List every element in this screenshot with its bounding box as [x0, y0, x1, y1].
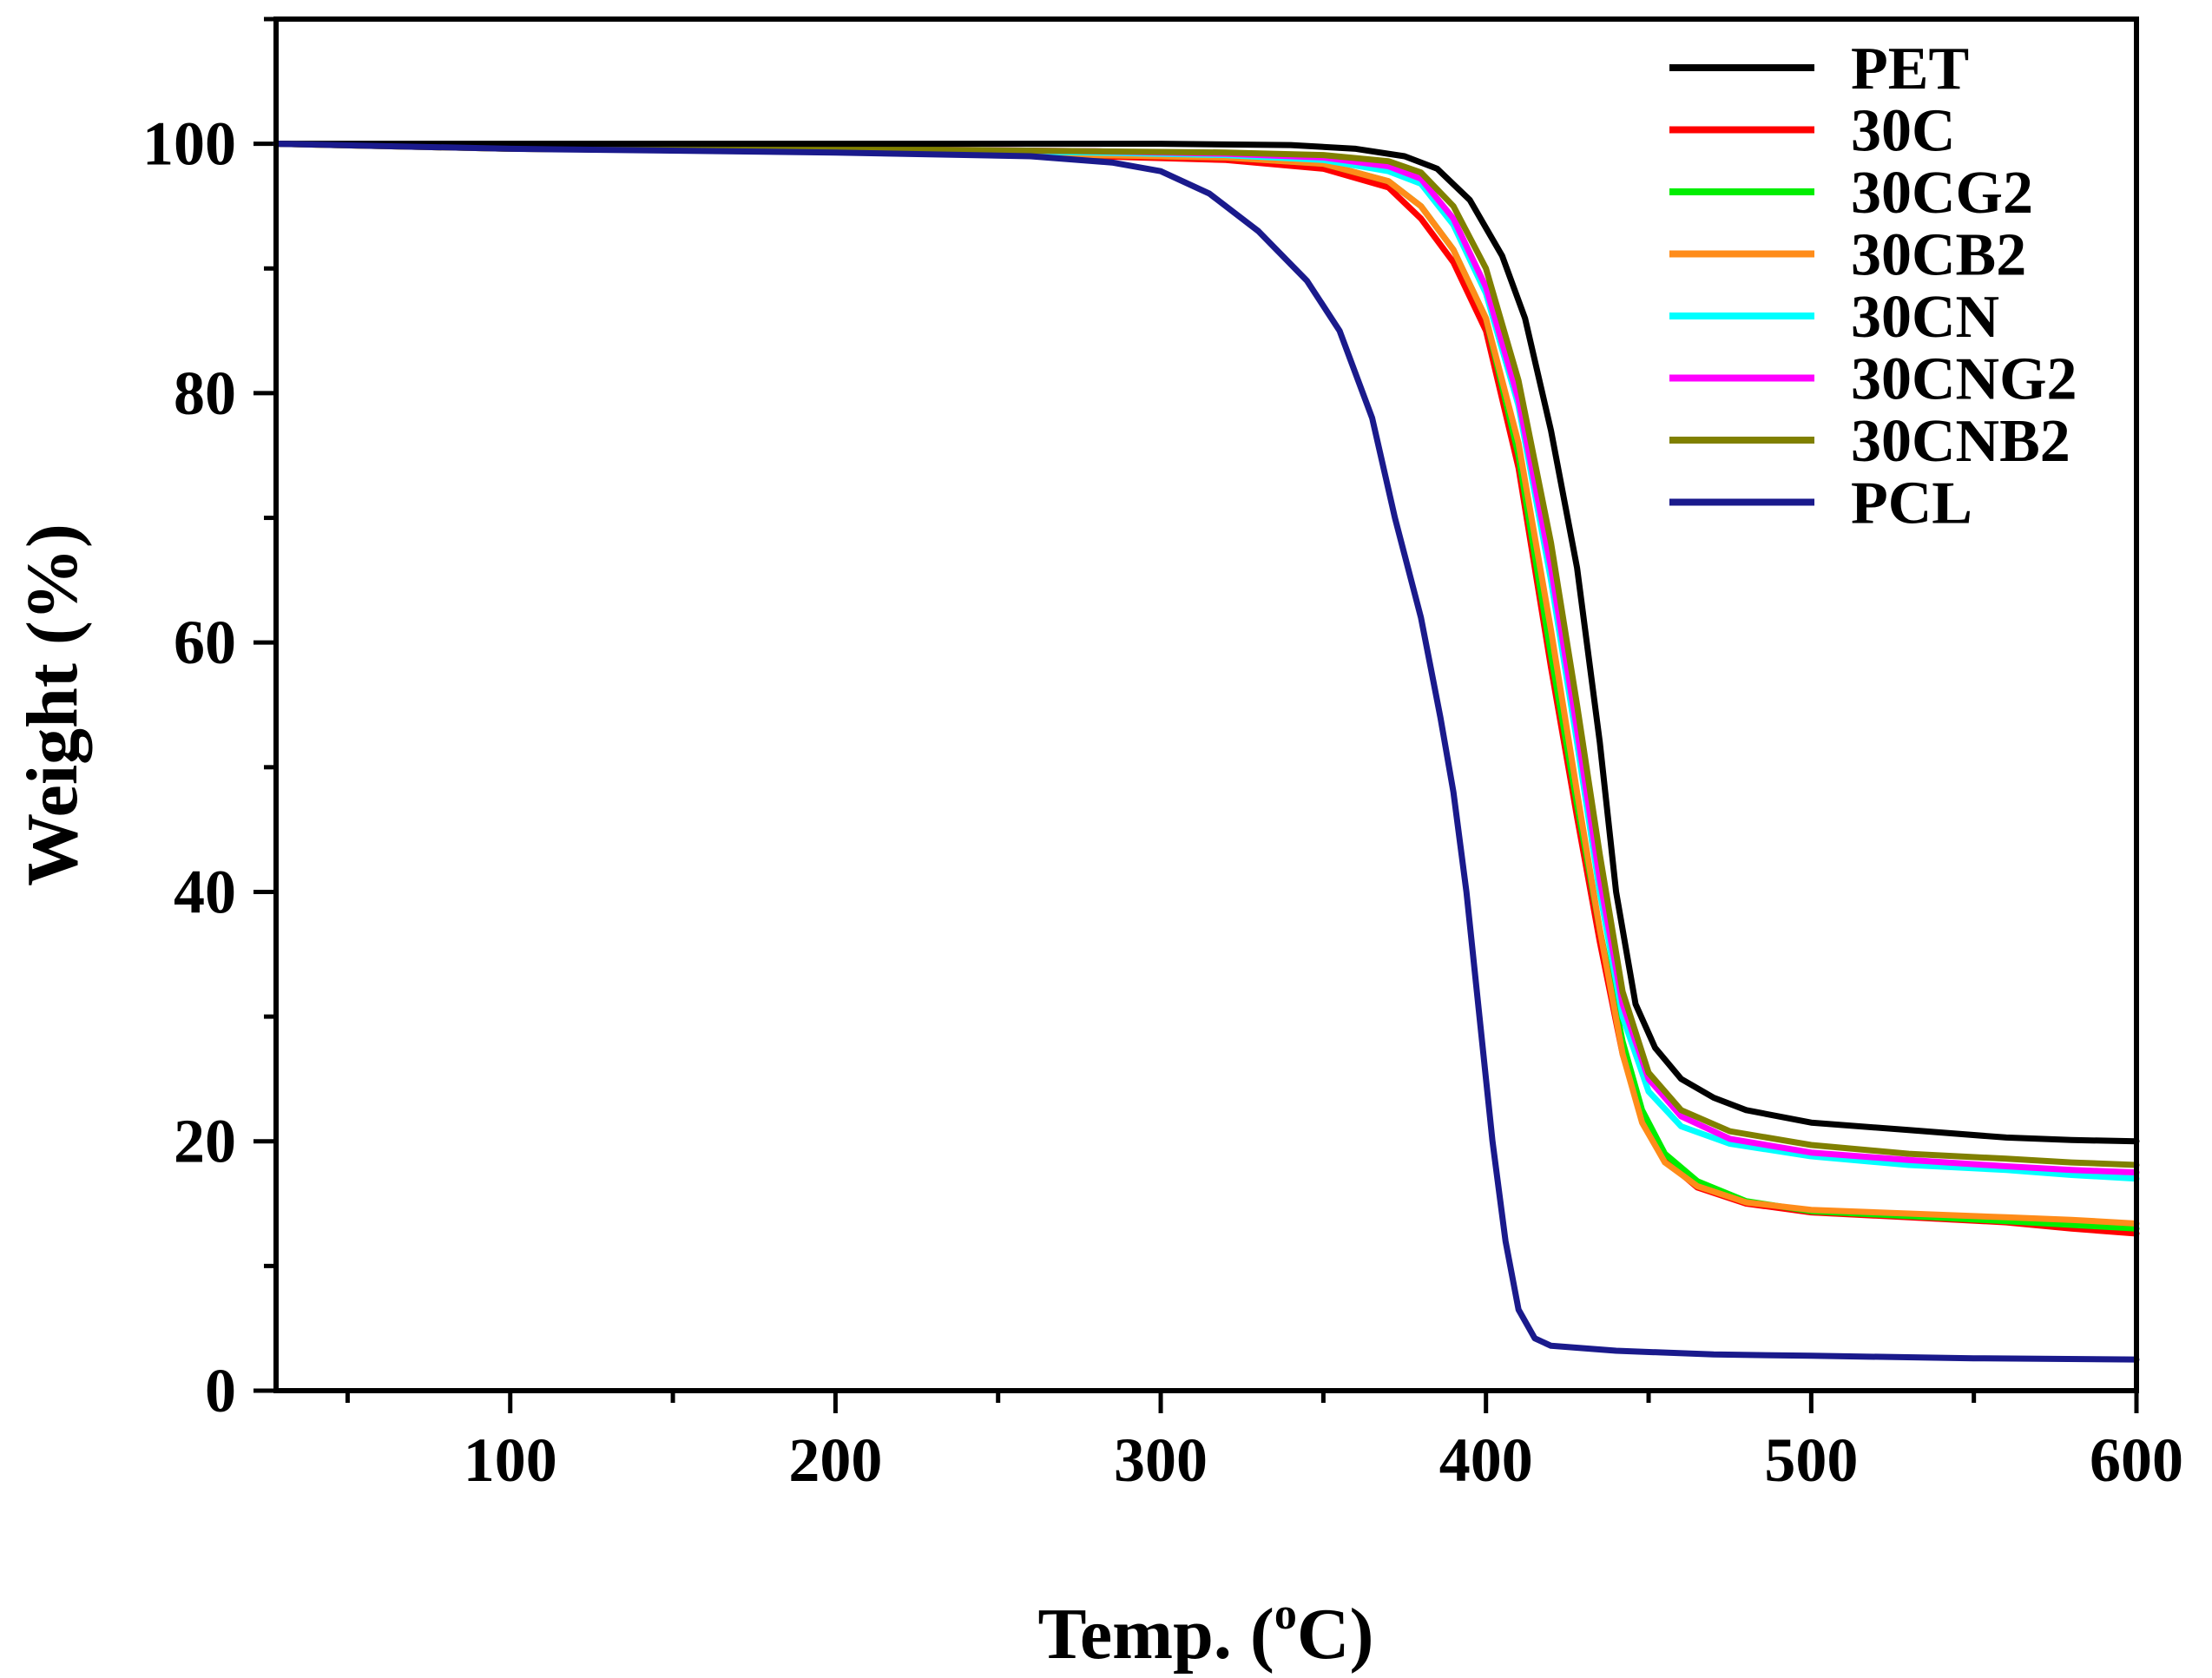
series-line-pcl — [273, 141, 2140, 1363]
y-tick-label: 0 — [205, 1356, 236, 1425]
series-line-30cnb2 — [273, 141, 2140, 1168]
y-tick-label: 60 — [174, 608, 236, 677]
legend-label: PET — [1851, 36, 1969, 102]
legend-item-30c: 30C — [1669, 98, 1956, 165]
legend-label: 30CN — [1851, 284, 1999, 351]
x-tick-label: 600 — [2090, 1425, 2183, 1495]
legend-label: 30CNB2 — [1851, 408, 2070, 475]
legend-item-30cng2: 30CNG2 — [1669, 346, 2077, 413]
y-tick-label: 80 — [174, 359, 236, 428]
legend-label: 30CNG2 — [1851, 346, 2077, 413]
plot-frame — [273, 16, 2139, 1393]
x-tick-label: 500 — [1764, 1425, 1858, 1495]
legend-item-30cn: 30CN — [1669, 284, 1999, 351]
legend-item-pcl: PCL — [1669, 470, 1972, 537]
y-tick-labels: 0 20 40 60 80 100 — [142, 109, 236, 1425]
legend-item-pet: PET — [1669, 36, 1969, 102]
series-line-pet — [273, 141, 2140, 1145]
y-tick-label: 40 — [174, 857, 236, 926]
y-tick-label: 100 — [142, 109, 236, 179]
x-tick-label: 100 — [464, 1425, 557, 1495]
legend-label: PCL — [1851, 470, 1972, 537]
x-tick-label: 400 — [1439, 1425, 1533, 1495]
x-axis-title: Temp. (oC) — [1038, 1589, 1374, 1675]
x-tick-label: 200 — [788, 1425, 882, 1495]
legend-label: 30C — [1851, 98, 1956, 165]
legend-label: 30CG2 — [1851, 160, 2033, 227]
legend-item-30cb2: 30CB2 — [1669, 222, 2026, 289]
legend-item-30cnb2: 30CNB2 — [1669, 408, 2070, 475]
y-tick-label: 20 — [174, 1107, 236, 1176]
legend-item-30cg2: 30CG2 — [1669, 160, 2033, 227]
legend-label: 30CB2 — [1851, 222, 2026, 289]
x-tick-label: 300 — [1114, 1425, 1208, 1495]
y-axis-title: Weight (%) — [12, 523, 93, 886]
x-tick-labels: 100 200 300 400 500 600 — [464, 1425, 2183, 1495]
series-lines — [273, 141, 2140, 1363]
